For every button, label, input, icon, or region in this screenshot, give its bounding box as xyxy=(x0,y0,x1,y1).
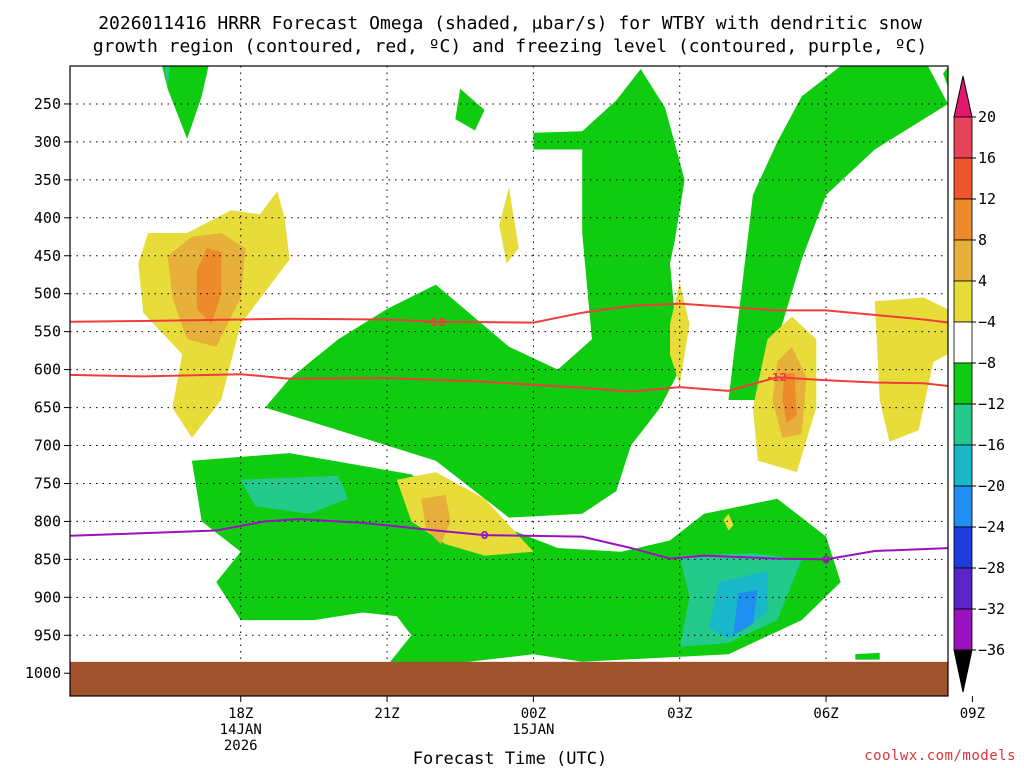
colorbar-block-9 xyxy=(953,485,973,528)
plot-frame xyxy=(69,65,949,697)
omega-region-19 xyxy=(874,297,948,442)
omega-region-21 xyxy=(499,187,519,264)
colorbar-top-arrow xyxy=(953,75,973,118)
colorbar-block-7 xyxy=(953,403,973,446)
colorbar-label-13: −36 xyxy=(978,641,1005,659)
y-tick-label-350: 350 xyxy=(34,171,61,189)
x-tick-label-03Z: 03Z xyxy=(667,706,692,722)
contour-label-freezing-level-0: 0 xyxy=(481,529,489,542)
ground-below-surface xyxy=(70,661,948,696)
omega-region-3 xyxy=(728,66,948,400)
y-tick-label-300: 300 xyxy=(34,133,61,151)
colorbar-block-10 xyxy=(953,526,973,569)
contour-freezing-level xyxy=(70,518,948,561)
omega-shading xyxy=(138,66,948,666)
y-tick-label-250: 250 xyxy=(34,95,61,113)
omega-region-4 xyxy=(943,66,948,87)
colorbar-block-2 xyxy=(953,198,973,241)
colorbar-block-11 xyxy=(953,567,973,610)
colorbar-label-3: 8 xyxy=(978,231,987,249)
x-tick-label-21Z: 21Z xyxy=(374,706,399,722)
contour-label-dgz-lower-0: -12 xyxy=(767,371,787,384)
colorbar-block-12 xyxy=(953,608,973,651)
omega-region-0 xyxy=(162,66,209,139)
omega-region-2 xyxy=(265,69,685,518)
colorbar-label-0: 20 xyxy=(978,108,996,126)
contour-dgz-upper xyxy=(70,302,948,324)
x-tick-year-18Z: 2026 xyxy=(224,738,258,754)
colorbar-block-0 xyxy=(953,116,973,159)
contour-dgz-lower xyxy=(70,373,948,393)
y-tick-label-750: 750 xyxy=(34,474,61,492)
omega-region-24 xyxy=(723,513,734,531)
x-tick-date-18Z: 14JAN xyxy=(220,722,262,738)
y-tick-label-1000: 1000 xyxy=(25,664,61,682)
colorbar-label-1: 16 xyxy=(978,149,996,167)
y-tick-label-400: 400 xyxy=(34,209,61,227)
colorbar-label-11: −28 xyxy=(978,559,1005,577)
colorbar-label-9: −20 xyxy=(978,477,1005,495)
colorbar-block-5 xyxy=(953,321,973,364)
y-tick-label-900: 900 xyxy=(34,588,61,606)
pressure-axis: 250 300 350 400 450 500 550 600 650 700 750 800 850 9… xyxy=(25,95,70,682)
colorbar-block-8 xyxy=(953,444,973,487)
colorbar-block-1 xyxy=(953,157,973,200)
colorbar-block-6 xyxy=(953,362,973,405)
colorbar-label-10: −24 xyxy=(978,518,1005,536)
omega-region-10 xyxy=(733,589,758,636)
x-tick-label-09Z: 09Z xyxy=(960,706,985,722)
x-tick-label-18Z: 18Z xyxy=(228,706,253,722)
colorbar-block-3 xyxy=(953,239,973,282)
omega-region-13 xyxy=(196,248,222,325)
colorbar-label-2: 12 xyxy=(978,190,996,208)
y-tick-label-700: 700 xyxy=(34,437,61,455)
colorbar-label-4: 4 xyxy=(978,272,987,290)
colorbar-block-4 xyxy=(953,280,973,323)
y-tick-label-500: 500 xyxy=(34,285,61,303)
colorbar-label-8: −16 xyxy=(978,436,1005,454)
omega-region-6 xyxy=(191,453,841,666)
chart-title-line1: 2026011416 HRRR Forecast Omega (shaded, … xyxy=(98,13,922,34)
grid-lines xyxy=(70,66,948,696)
colorbar-label-7: −12 xyxy=(978,395,1005,413)
y-tick-label-950: 950 xyxy=(34,626,61,644)
colorbar-legend: 20 16 12 8 4 −4 −8 −12 −16 −20 −24 −28 −32 −36 xyxy=(953,75,1005,693)
temperature-contours: -18 -12 0 0 xyxy=(70,302,948,566)
omega-region-16 xyxy=(782,373,797,423)
y-tick-label-800: 800 xyxy=(34,512,61,530)
omega-region-1 xyxy=(164,66,170,89)
colorbar-bottom-arrow xyxy=(953,649,973,693)
y-tick-label-450: 450 xyxy=(34,247,61,265)
x-tick-label-00Z: 00Z xyxy=(521,706,546,722)
y-tick-label-650: 650 xyxy=(34,399,61,417)
colorbar-label-12: −32 xyxy=(978,600,1005,618)
chart-title-line2: growth region (contoured, red, ºC) and f… xyxy=(93,36,927,57)
y-tick-label-850: 850 xyxy=(34,550,61,568)
omega-region-5 xyxy=(455,88,485,131)
y-tick-label-550: 550 xyxy=(34,323,61,341)
colorbar-label-5: −4 xyxy=(978,313,996,331)
omega-region-7 xyxy=(240,475,348,514)
omega-region-27 xyxy=(855,652,880,660)
x-tick-label-06Z: 06Z xyxy=(813,706,838,722)
credit-text[interactable]: coolwx.com/models xyxy=(864,748,1016,764)
x-tick-date-00Z: 15JAN xyxy=(512,722,554,738)
colorbar-label-6: −8 xyxy=(978,354,996,372)
x-axis-title: Forecast Time (UTC) xyxy=(413,749,607,768)
contour-label-dgz-upper-0: -18 xyxy=(426,316,446,329)
omega-region-20 xyxy=(260,191,285,222)
y-tick-label-600: 600 xyxy=(34,361,61,379)
contour-label-freezing-level-1: 0 xyxy=(822,553,830,566)
